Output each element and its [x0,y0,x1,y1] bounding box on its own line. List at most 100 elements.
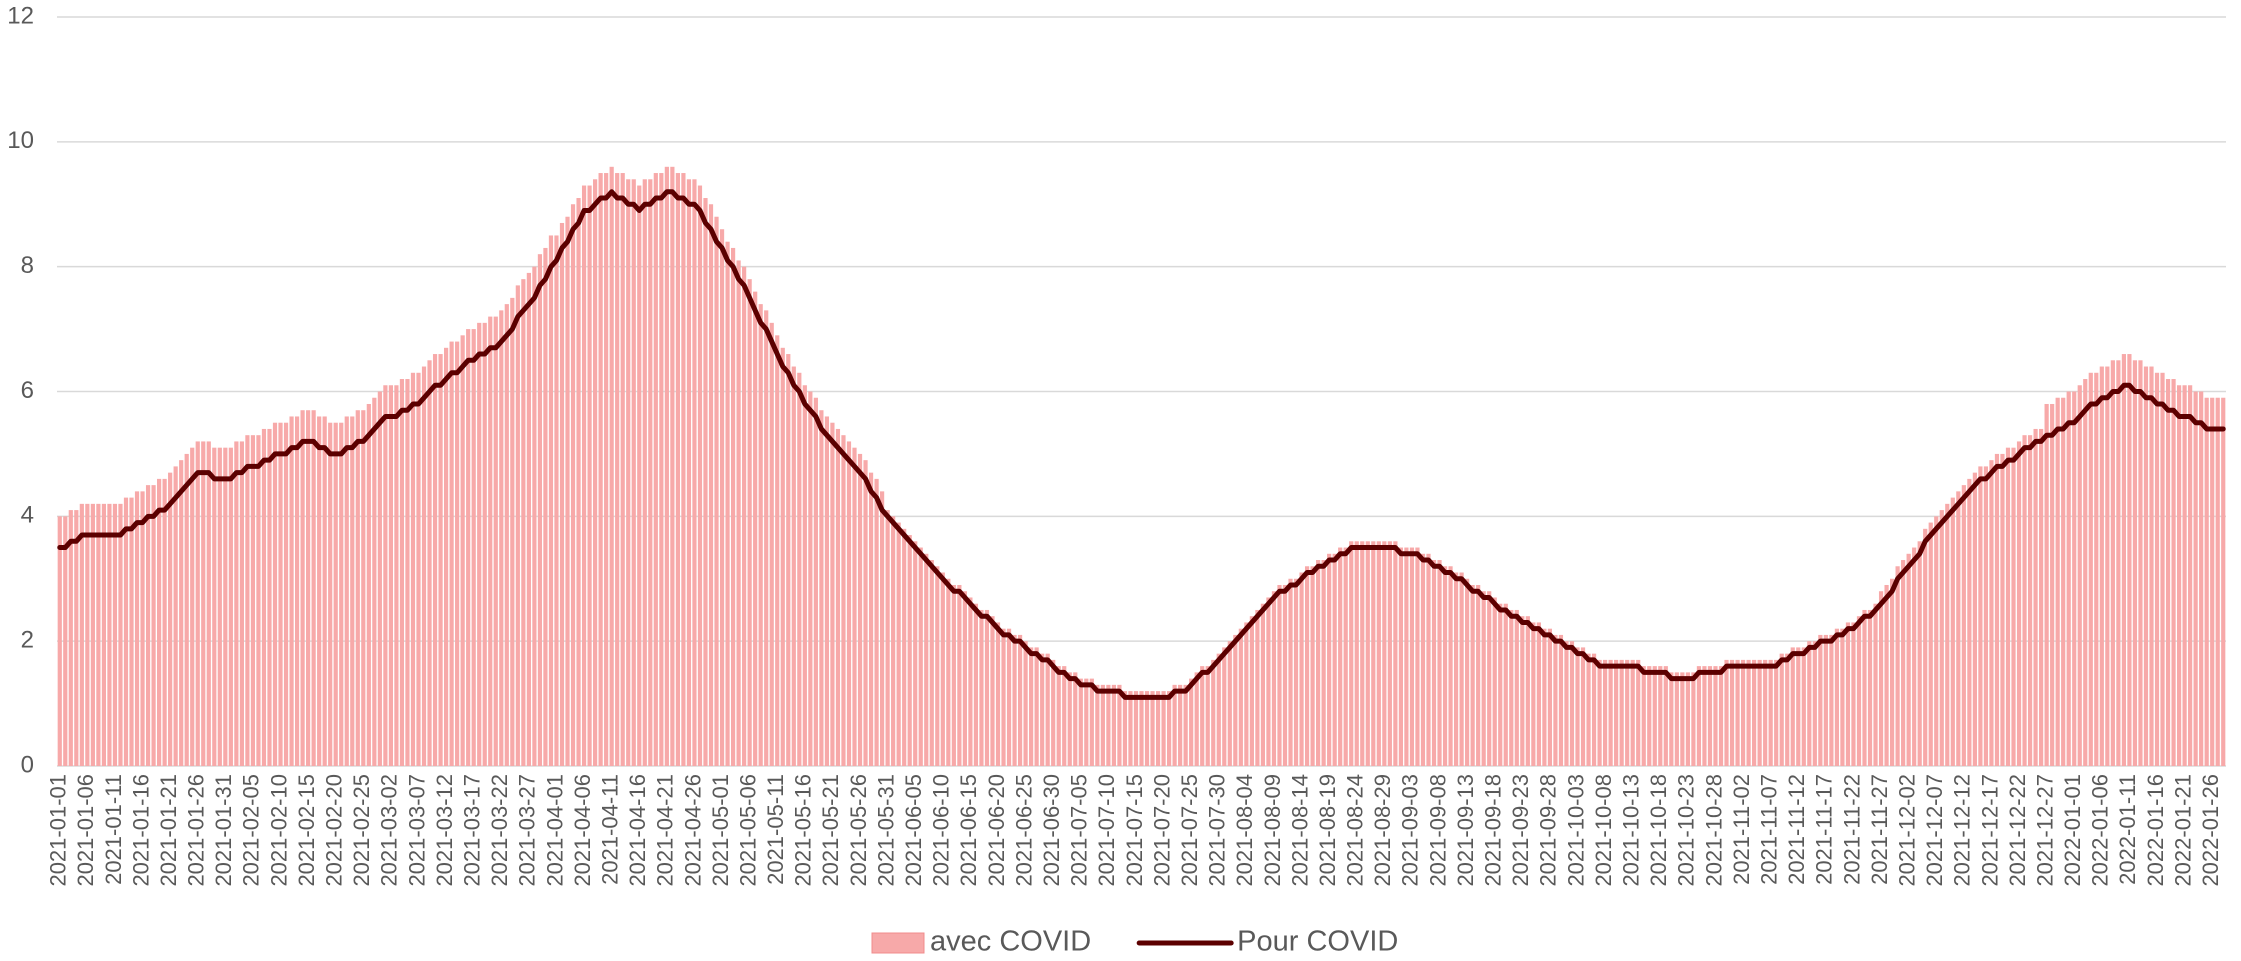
bar [830,422,835,766]
bar [350,416,355,766]
x-tick-label: 2021-02-15 [294,774,319,887]
bar [1812,641,1817,766]
x-tick-label: 2021-02-20 [322,774,347,887]
bar [1415,547,1420,766]
bar [1542,628,1547,766]
bar [896,522,901,766]
bar [1647,666,1652,766]
x-tick-label: 2021-02-10 [266,774,291,887]
bar [1652,666,1657,766]
x-tick-label: 2021-03-22 [487,774,512,887]
bar [725,241,730,766]
bar [112,503,118,766]
bar [355,410,360,766]
bar [626,179,631,767]
bar [157,478,162,766]
bar [537,254,543,766]
bar [1603,659,1608,766]
bar [664,166,669,767]
y-tick-label: 2 [21,627,34,654]
bar [471,329,476,766]
bar [1586,653,1591,766]
bar [1878,591,1884,766]
bar [1166,691,1172,766]
bar [217,447,222,766]
bar [940,572,945,766]
bar [1514,609,1519,766]
bar [1547,628,1553,766]
bar [372,397,377,766]
bar [1889,578,1895,766]
bar [168,472,173,766]
x-tick-label: 2021-12-22 [2005,774,2030,887]
x-tick-label: 2021-07-20 [1149,774,1174,887]
x-tick-label: 2021-05-21 [818,774,843,887]
bar [703,198,708,767]
bar [1796,647,1801,766]
bar [1233,634,1238,766]
bar [1696,666,1702,766]
bar [1327,553,1332,766]
bar [2088,372,2093,766]
bar [427,360,432,766]
bar [2221,397,2226,766]
bar [786,354,791,766]
bar [841,435,846,766]
bar [675,173,680,766]
bar [532,266,537,766]
bar [1420,553,1426,766]
bar [123,497,129,766]
bar [1293,578,1299,766]
bar [405,379,410,766]
x-tick-label: 2021-10-08 [1591,774,1616,887]
bar [2199,391,2204,766]
x-tick-label: 2021-10-03 [1563,774,1588,887]
bar [1448,566,1453,766]
bar [780,347,785,766]
bar [328,422,333,766]
bar [1972,472,1977,766]
bar [129,497,134,766]
x-tick-label: 2021-09-13 [1453,774,1478,887]
bar [581,185,587,766]
bar [1144,691,1150,766]
x-tick-label: 2021-01-01 [46,774,71,887]
bar [1310,566,1315,766]
x-tick-label: 2021-05-31 [873,774,898,887]
bar [1111,684,1117,766]
bar [1503,603,1508,766]
bar [1194,672,1199,766]
bar [510,297,515,766]
bar [1431,560,1437,766]
x-tick-label: 2021-04-01 [542,774,567,887]
bar [1525,616,1530,766]
bar [1790,647,1795,766]
bar [1801,647,1806,766]
bar [421,366,427,766]
bar [775,335,780,766]
bar [1227,641,1232,766]
bar [808,391,813,766]
bar [1056,666,1061,766]
bar [1299,572,1304,766]
bar [399,379,405,766]
bar [1978,466,1983,766]
bar [162,478,167,766]
bar [1901,560,1906,766]
bar [868,472,874,766]
x-tick-label: 2022-01-16 [2143,774,2168,887]
y-tick-label: 8 [21,252,34,279]
bar [1569,641,1575,766]
bar [1128,691,1133,766]
bar [278,422,283,766]
bar [1316,560,1321,766]
bar [1492,597,1497,766]
bar [272,422,278,766]
bar [1752,659,1757,766]
bar [1238,628,1243,766]
x-tick-label: 2021-05-16 [791,774,816,887]
x-tick-label: 2021-04-06 [570,774,595,887]
bar [1895,566,1900,766]
bar [1580,647,1586,766]
